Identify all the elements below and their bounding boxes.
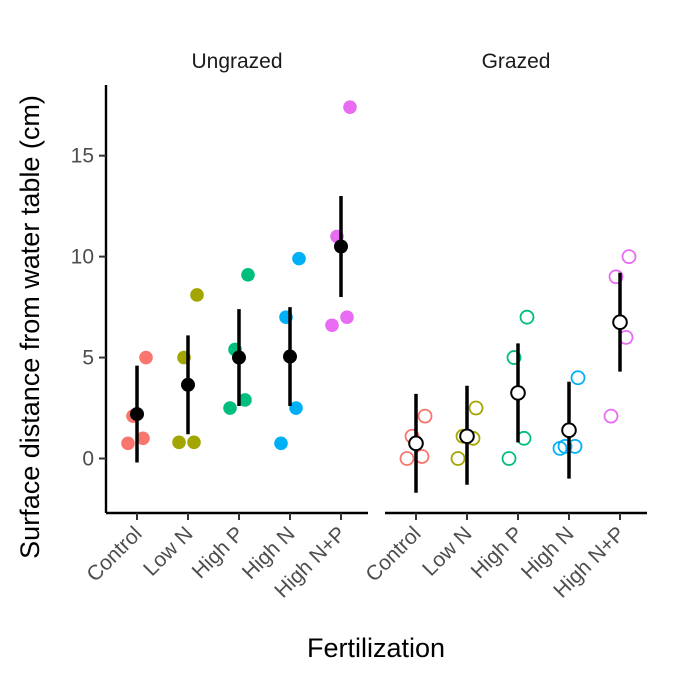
data-point [238,393,252,407]
x-tick-label-control: Control [82,522,146,586]
data-point [343,100,357,115]
data-point [136,431,150,446]
data-point [241,267,255,282]
data-point [621,249,637,265]
data-point [608,269,624,285]
x-axis-title: Fertilization [307,633,445,663]
data-point [139,350,153,365]
group-high-p [223,267,255,415]
group-control [121,350,153,463]
mean-point [181,377,195,392]
mean-point [510,385,526,401]
panel-title-ungrazed: Ungrazed [191,50,282,73]
group-high-n [552,370,586,479]
data-point [468,400,484,416]
y-tick-label: 10 [71,246,94,269]
data-point [501,451,517,466]
x-tick-label-control: Control [361,522,425,586]
panel-title-grazed: Grazed [482,50,551,73]
data-point [506,350,522,365]
data-point [289,401,303,415]
data-point [557,438,573,454]
x-tick-label-high-p: High P [467,522,528,583]
group-high-p [501,309,535,466]
y-axis: 0 5 10 15 [71,85,108,513]
x-tick-label-low-n: Low N [139,522,197,580]
data-point [519,309,535,325]
x-tick-label-low-n: Low N [418,522,476,580]
y-tick-label: 5 [82,347,94,370]
mean-point [561,422,577,439]
group-control [399,393,433,493]
mean-point [459,428,475,445]
data-point [417,408,433,424]
group-high-n-plus-p [325,100,357,333]
group-low-n [172,288,204,450]
y-tick-label: 15 [71,145,94,168]
data-point [187,435,201,450]
data-point [292,251,306,266]
mean-point [232,350,246,365]
mean-point [130,407,144,422]
group-high-n [274,251,306,451]
data-point [274,436,288,451]
x-tick-label-high-p: High P [188,522,249,583]
data-point [325,318,339,333]
group-high-n-plus-p [603,249,637,424]
y-tick-label: 0 [82,447,94,470]
mean-point [408,435,424,452]
mean-point [612,314,628,331]
mean-point [334,239,348,254]
data-point [399,451,415,466]
data-point [450,451,466,466]
data-point [340,310,354,324]
y-axis-title: Surface distance from water table (cm) [15,95,45,559]
data-point [570,370,586,386]
group-low-n [450,385,484,485]
mean-point [283,349,297,364]
data-point [223,401,237,415]
data-point [190,288,204,302]
data-point [172,435,186,450]
data-point [603,408,619,424]
data-point [121,436,135,451]
